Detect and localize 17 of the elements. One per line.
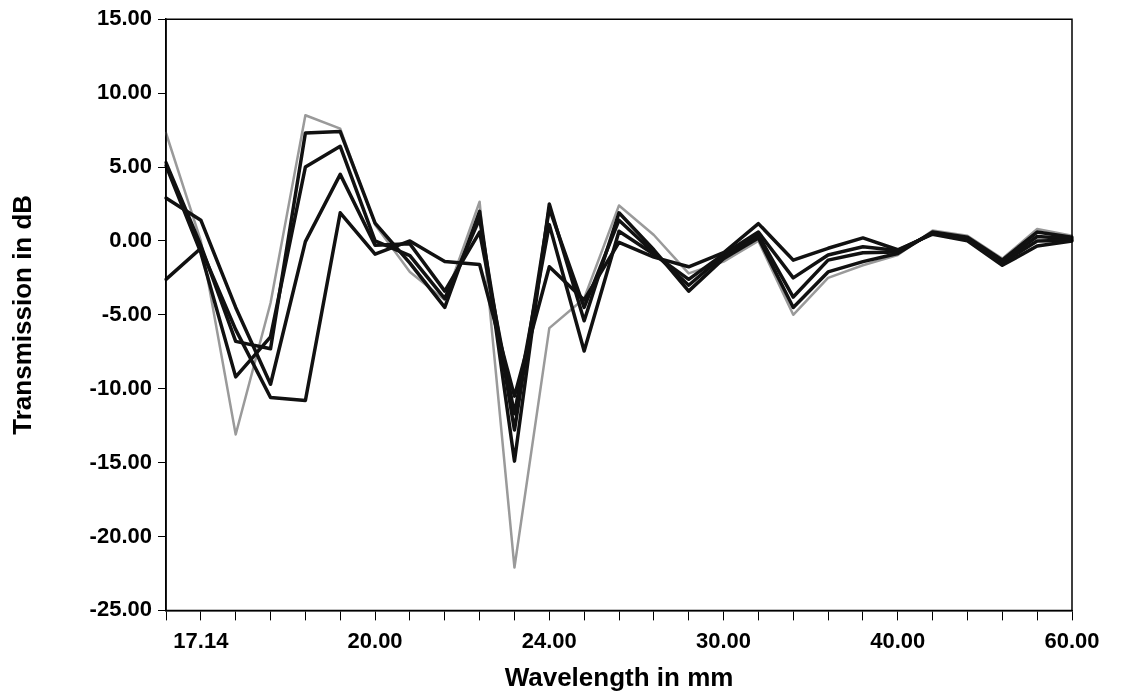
x-tick-label: 60.00 (1044, 627, 1100, 653)
x-tick-label: 20.00 (347, 627, 403, 653)
x-tick-label: 17.14 (173, 627, 230, 653)
x-tick-label: 30.00 (696, 627, 752, 653)
y-tick-label: 10.00 (96, 79, 152, 105)
y-tick-label: -10.00 (89, 374, 152, 400)
y-tick-label: -25.00 (89, 596, 152, 622)
x-tick-label: 24.00 (521, 627, 577, 653)
x-tick-label: 40.00 (870, 627, 926, 653)
y-tick-label: -5.00 (101, 300, 152, 326)
y-tick-label: 15.00 (96, 5, 152, 31)
y-axis-title: Transmission in dB (6, 194, 37, 435)
y-tick-label: -20.00 (89, 522, 152, 548)
x-axis-title: Wavelength in mm (504, 661, 734, 692)
y-tick-label: -15.00 (89, 448, 152, 474)
y-tick-label: 5.00 (109, 153, 152, 179)
y-tick-label: 0.00 (109, 226, 152, 252)
